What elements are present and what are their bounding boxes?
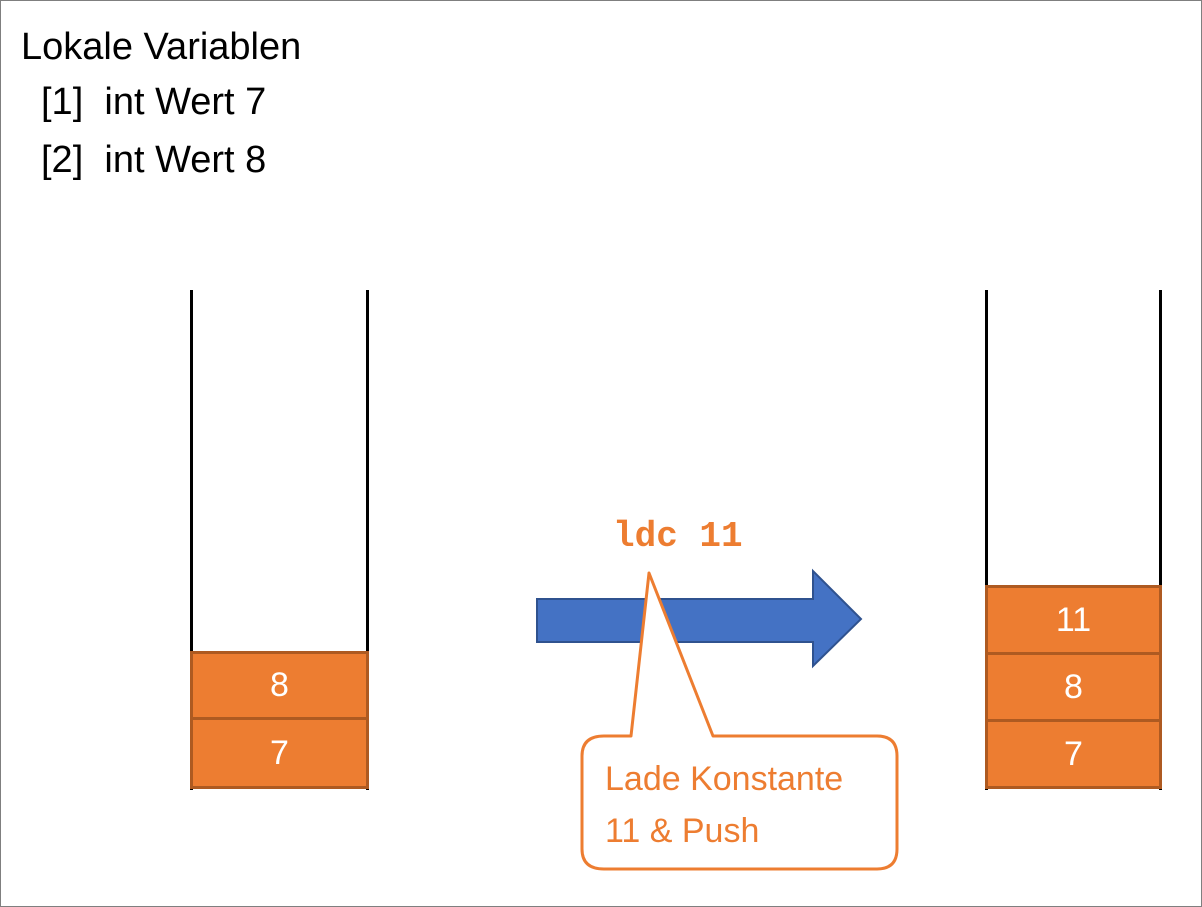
callout-bubble — [580, 571, 899, 871]
local-variable-index: [2] — [41, 139, 84, 181]
stack-after-left-wall — [985, 290, 988, 790]
local-variable-value: int Wert 7 — [104, 81, 267, 123]
stack-after-cell: 7 — [985, 719, 1162, 789]
local-variables-title: Lokale Variablen — [21, 26, 302, 68]
local-variable-index: [1] — [41, 81, 84, 123]
local-variable-1: [1] int Wert 7 — [41, 73, 301, 131]
stack-before-right-wall — [366, 290, 369, 790]
local-variable-value: int Wert 8 — [104, 139, 267, 181]
stack-before-left-wall — [190, 290, 193, 790]
callout-text: Lade Konstante 11 & Push — [605, 753, 843, 857]
local-variables-block: Lokale Variablen [1] int Wert 7 [2] int … — [21, 21, 301, 189]
stack-after-right-wall — [1159, 290, 1162, 790]
callout-line-1: Lade Konstante — [605, 760, 844, 798]
local-variable-2: [2] int Wert 8 — [41, 131, 301, 189]
callout-line-2: 11 & Push — [605, 812, 760, 850]
stack-after-cell: 8 — [985, 652, 1162, 722]
bytecode-instruction: ldc 11 — [613, 516, 743, 557]
stack-before-cell: 7 — [190, 717, 369, 789]
transition-arrow-icon — [536, 568, 863, 669]
stack-after-cell: 11 — [985, 585, 1162, 655]
